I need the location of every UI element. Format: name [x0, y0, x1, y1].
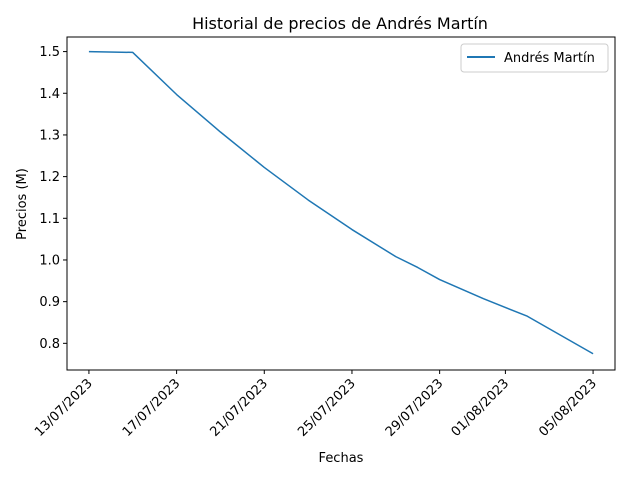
x-tick-label: 13/07/2023: [32, 376, 96, 440]
series-layer: [88, 50, 594, 355]
legend: Andrés Martín: [460, 43, 609, 73]
x-axis-label: Fechas: [319, 451, 364, 466]
y-tick-label: 1.5: [39, 45, 60, 60]
series-line-0: [88, 50, 594, 355]
x-tick-label: 01/08/2023: [449, 376, 513, 440]
chart-title: Historial de precios de Andrés Martín: [192, 14, 488, 33]
y-tick-label: 1.4: [39, 87, 60, 102]
x-axis: 13/07/2023 17/07/2023 21/07/2023 25/07/2023…: [32, 370, 600, 440]
x-tick-label: 05/08/2023: [536, 376, 600, 440]
y-tick-label: 1.0: [39, 253, 60, 268]
legend-box: [460, 43, 609, 73]
x-tick-label: 29/07/2023: [383, 376, 447, 440]
x-tick-label: 21/07/2023: [208, 376, 272, 440]
y-axis: 0.8 0.9 1.0 1.1 1.2 1.3 1.4 1.5: [39, 45, 67, 352]
y-tick-label: 1.2: [39, 170, 60, 185]
plot-frame: [66, 36, 616, 371]
y-axis-label: Precios (M): [15, 168, 30, 240]
y-tick-label: 1.1: [39, 212, 60, 227]
y-tick-label: 0.8: [39, 337, 60, 352]
x-tick-label: 17/07/2023: [120, 376, 184, 440]
legend-label: Andrés Martín: [504, 51, 595, 66]
y-tick-label: 0.9: [39, 295, 60, 310]
y-tick-label: 1.3: [39, 128, 60, 143]
x-tick-label: 25/07/2023: [295, 376, 359, 440]
